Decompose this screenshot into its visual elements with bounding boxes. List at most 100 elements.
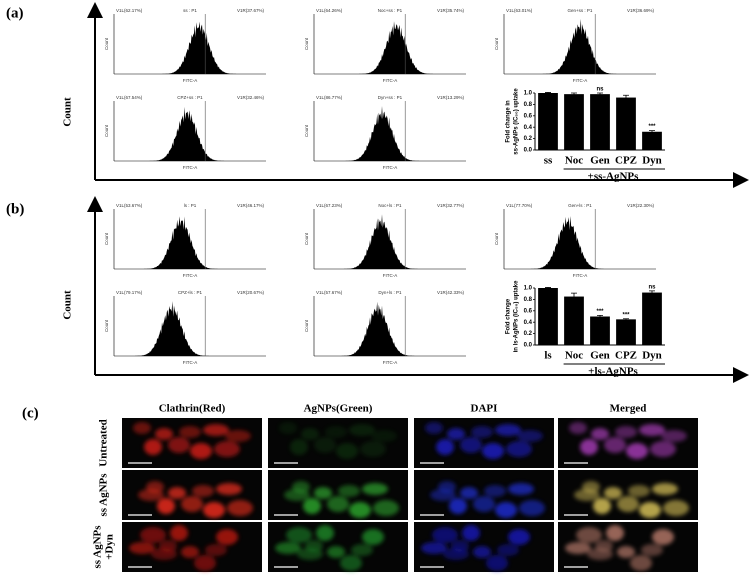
gate-label: V1L(86.77%) — [316, 95, 343, 100]
cell — [576, 527, 602, 543]
cell — [663, 500, 689, 516]
cell — [462, 525, 480, 541]
gate-label: V1L(67.23%) — [316, 203, 343, 208]
cell — [508, 483, 534, 495]
cell — [626, 443, 648, 459]
cells — [133, 422, 251, 459]
hist-title: Dyn+ls : P1 — [378, 290, 402, 295]
column-header: DAPI — [471, 403, 498, 415]
y-tick-label: 0.0 — [524, 343, 533, 349]
gate-label: V1R(46.17%) — [237, 203, 265, 208]
cell — [639, 424, 665, 436]
cell — [140, 527, 166, 543]
cells — [569, 422, 687, 459]
cell — [327, 496, 349, 512]
y-axis-label: ss-AgNPs (IC₅₀) uptake — [514, 88, 520, 155]
cell — [650, 441, 676, 457]
cells — [129, 525, 238, 571]
cell — [362, 529, 384, 545]
histogram — [114, 106, 266, 161]
histogram — [114, 21, 266, 75]
x-tick-label: ss — [544, 155, 553, 167]
gate-label: V1R(32.46%) — [237, 95, 265, 100]
cell — [615, 426, 637, 438]
cell — [473, 496, 495, 512]
cell — [203, 502, 225, 518]
gate-label: V1R(42.33%) — [437, 290, 465, 295]
cell — [225, 430, 251, 442]
cell — [181, 496, 203, 512]
row-label: +Dyn — [104, 534, 116, 560]
cell — [449, 498, 467, 514]
cell — [362, 483, 388, 495]
y-axis-label: in ls-AgNPs (IC₅₀) uptake — [514, 280, 520, 352]
hist-title: Dyn+ss : P1 — [378, 95, 403, 100]
bar — [616, 319, 636, 345]
y-axis-label: Count — [104, 37, 109, 50]
y-axis-label: Count — [304, 124, 309, 137]
y-tick-label: 0.4 — [524, 125, 533, 131]
cell — [482, 443, 504, 459]
column-header: Clathrin(Red) — [159, 403, 226, 415]
y-axis-label: Count — [104, 124, 109, 137]
x-axis-label: FITC-A — [183, 273, 198, 278]
error-bar — [597, 92, 603, 96]
gate-label: V1L(63.01%) — [506, 8, 533, 13]
histogram — [114, 301, 266, 356]
cell — [460, 487, 478, 499]
annotation: *** — [648, 124, 656, 130]
cell — [641, 544, 663, 556]
cell — [519, 500, 545, 516]
cell — [168, 437, 190, 453]
cells — [425, 422, 543, 459]
x-tick-label: CPZ — [615, 155, 637, 167]
error-bar — [649, 130, 655, 133]
cells — [565, 525, 674, 571]
histogram — [314, 106, 466, 161]
cell — [179, 426, 201, 438]
gate-label: V1R(37.67%) — [237, 8, 265, 13]
y-axis-label: Count — [304, 37, 309, 50]
y-axis-label: Fold change — [506, 298, 512, 334]
cell — [203, 424, 229, 436]
y-tick-label: 0.8 — [524, 102, 533, 108]
hist-title: Gen+ss : P1 — [568, 8, 593, 13]
x-tick-label: Noc — [565, 155, 583, 167]
cell — [138, 489, 164, 501]
error-bar — [649, 290, 655, 295]
cell — [630, 555, 652, 571]
x-axis-label: FITC-A — [573, 273, 588, 278]
cell — [569, 422, 587, 434]
group-label: +ss-AgNPs — [588, 171, 640, 183]
y-tick-label: 0.0 — [524, 148, 533, 154]
cell — [606, 525, 624, 541]
bar — [590, 94, 610, 150]
cell — [349, 424, 375, 436]
cells — [138, 481, 253, 518]
y-axis-label: Fold change in — [506, 100, 512, 143]
cell — [133, 422, 151, 434]
cell — [495, 502, 517, 518]
cell — [216, 483, 242, 495]
cell — [194, 555, 216, 571]
hist-title: Gen+ls : P1 — [568, 203, 592, 208]
annotation: *** — [596, 309, 604, 315]
y-axis-label: Count — [494, 232, 499, 245]
cell — [168, 487, 186, 499]
histogram — [314, 301, 466, 356]
cell — [371, 430, 397, 442]
cells — [284, 481, 399, 518]
row-label: Untreated — [98, 419, 110, 466]
cell — [617, 546, 635, 558]
error-bar — [597, 314, 603, 318]
cell — [336, 443, 358, 459]
error-bar — [545, 287, 551, 289]
y-tick-label: 0.6 — [524, 308, 533, 314]
cell — [473, 546, 491, 558]
group-label: +ls-AgNPs — [588, 366, 638, 378]
x-axis-label: FITC-A — [183, 165, 198, 170]
cell — [144, 439, 162, 455]
y-tick-label: 1.0 — [524, 286, 533, 292]
y-axis-label: Count — [304, 319, 309, 332]
cell — [157, 498, 175, 514]
